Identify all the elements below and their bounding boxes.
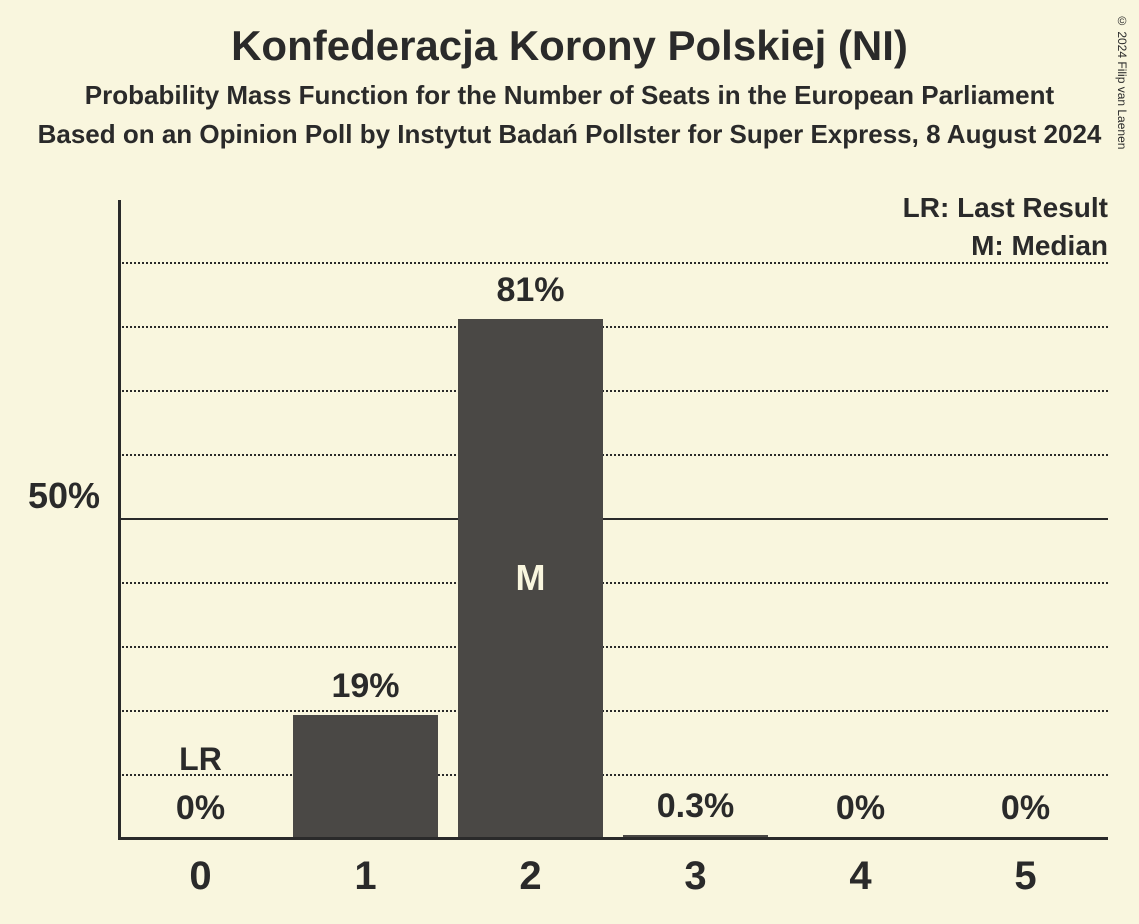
bar-value-label: 0% xyxy=(946,789,1106,828)
grid-line xyxy=(118,326,1108,328)
chart-subtitle-1: Probability Mass Function for the Number… xyxy=(0,80,1139,111)
bar-value-label: 0% xyxy=(121,789,281,828)
x-axis-tick: 3 xyxy=(646,840,746,899)
legend-median: M: Median xyxy=(965,230,1108,262)
x-axis-tick: 1 xyxy=(316,840,416,899)
grid-line xyxy=(118,262,1108,264)
chart-title: Konfederacja Korony Polskiej (NI) xyxy=(0,22,1139,70)
bar-value-label: 0% xyxy=(781,789,941,828)
bar-value-label: 0.3% xyxy=(616,787,776,826)
y-axis-label: 50% xyxy=(28,475,118,517)
bar-value-label: 19% xyxy=(286,667,446,706)
bar-value-label: 81% xyxy=(451,271,611,310)
bar xyxy=(293,715,438,837)
grid-line xyxy=(118,710,1108,712)
copyright-text: © 2024 Filip van Laenen xyxy=(1115,14,1129,149)
grid-line xyxy=(118,390,1108,392)
median-marker: M xyxy=(458,557,603,599)
chart-subtitle-2: Based on an Opinion Poll by Instytut Bad… xyxy=(0,119,1139,150)
grid-line xyxy=(118,518,1108,520)
x-axis xyxy=(118,837,1108,840)
grid-line xyxy=(118,646,1108,648)
last-result-marker: LR xyxy=(121,741,281,778)
x-axis-tick: 5 xyxy=(976,840,1076,899)
x-axis-tick: 2 xyxy=(481,840,581,899)
x-axis-tick: 4 xyxy=(811,840,911,899)
grid-line xyxy=(118,454,1108,456)
bar: M xyxy=(458,319,603,837)
x-axis-tick: 0 xyxy=(151,840,251,899)
chart-plot-area: 50%LR: Last ResultM: Median0%LR019%1M81%… xyxy=(118,200,1108,840)
grid-line xyxy=(118,582,1108,584)
legend-lr: LR: Last Result xyxy=(897,192,1108,224)
bar xyxy=(623,835,768,837)
